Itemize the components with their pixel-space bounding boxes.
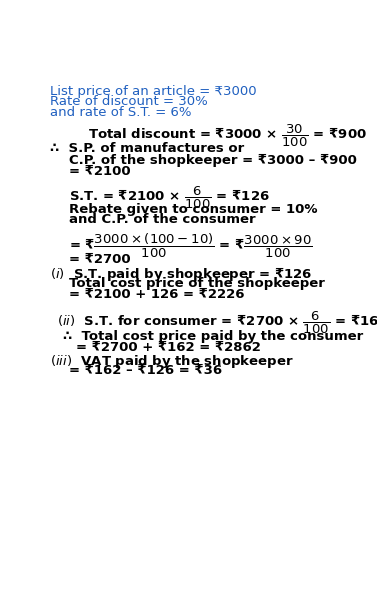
Text: Total cost price of the shopkeeper: Total cost price of the shopkeeper (69, 277, 325, 289)
Text: = ₹2100 + 126 = ₹2226: = ₹2100 + 126 = ₹2226 (69, 288, 245, 301)
Text: = ₹2100: = ₹2100 (69, 165, 131, 178)
Text: = ₹162 – ₹126 = ₹36: = ₹162 – ₹126 = ₹36 (69, 364, 222, 377)
Text: ∴  Total cost price paid by the consumer: ∴ Total cost price paid by the consumer (63, 331, 363, 344)
Text: = ₹$\dfrac{3000 \times (100-10)}{100}$ = ₹$\dfrac{3000 \times 90}{100}$: = ₹$\dfrac{3000 \times (100-10)}{100}$ =… (69, 232, 313, 260)
Text: Rebate given to consumer = 10%: Rebate given to consumer = 10% (69, 202, 317, 216)
Text: Total discount = ₹3000 × $\dfrac{30}{100}$ = ₹900: Total discount = ₹3000 × $\dfrac{30}{100… (88, 123, 367, 149)
Text: $(iii)$  VAT paid by the shopkeeper: $(iii)$ VAT paid by the shopkeeper (50, 353, 294, 370)
Text: Rate of discount = 30%: Rate of discount = 30% (50, 95, 208, 108)
Text: $(ii)$  S.T. for consumer = ₹2700 × $\dfrac{6}{100}$ = ₹162: $(ii)$ S.T. for consumer = ₹2700 × $\dfr… (57, 309, 377, 336)
Text: and rate of S.T. = 6%: and rate of S.T. = 6% (50, 106, 192, 119)
Text: and C.P. of the consumer: and C.P. of the consumer (69, 213, 256, 226)
Text: C.P. of the shopkeeper = ₹3000 – ₹900: C.P. of the shopkeeper = ₹3000 – ₹900 (69, 153, 357, 167)
Text: $(i)$  S.T. paid by shopkeeper = ₹126: $(i)$ S.T. paid by shopkeeper = ₹126 (50, 265, 313, 283)
Text: = ₹2700: = ₹2700 (69, 253, 131, 266)
Text: List price of an article = ₹3000: List price of an article = ₹3000 (50, 85, 257, 98)
Text: S.T. = ₹2100 × $\dfrac{6}{100}$ = ₹126: S.T. = ₹2100 × $\dfrac{6}{100}$ = ₹126 (69, 184, 270, 210)
Text: ∴  S.P. of manufactures or: ∴ S.P. of manufactures or (50, 142, 244, 155)
Text: = ₹2700 + ₹162 = ₹2862: = ₹2700 + ₹162 = ₹2862 (76, 341, 261, 354)
